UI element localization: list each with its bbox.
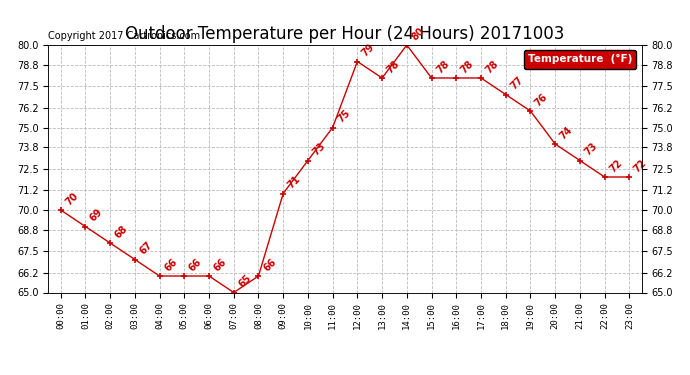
Text: Copyright 2017 Cartronics.com: Copyright 2017 Cartronics.com: [48, 31, 200, 41]
Text: 71: 71: [286, 174, 303, 191]
Text: 77: 77: [509, 75, 525, 92]
Text: 72: 72: [607, 158, 624, 174]
Text: 78: 78: [434, 58, 451, 75]
Text: 73: 73: [582, 141, 600, 158]
Text: 66: 66: [187, 256, 204, 273]
Text: 67: 67: [137, 240, 155, 257]
Text: 73: 73: [310, 141, 327, 158]
Text: 78: 78: [459, 58, 475, 75]
Text: 78: 78: [385, 58, 402, 75]
Text: 66: 66: [212, 256, 228, 273]
Text: 68: 68: [113, 224, 130, 240]
Text: 66: 66: [262, 256, 278, 273]
Text: 76: 76: [533, 92, 550, 108]
Text: 72: 72: [632, 158, 649, 174]
Text: 79: 79: [360, 42, 377, 59]
Text: 66: 66: [162, 256, 179, 273]
Text: 70: 70: [63, 190, 80, 207]
Text: 78: 78: [484, 58, 500, 75]
Text: 80: 80: [410, 26, 426, 42]
Text: 65: 65: [237, 273, 253, 290]
Text: 75: 75: [335, 108, 352, 125]
Legend: Temperature  (°F): Temperature (°F): [524, 50, 636, 69]
Text: 74: 74: [558, 124, 575, 141]
Title: Outdoor Temperature per Hour (24 Hours) 20171003: Outdoor Temperature per Hour (24 Hours) …: [126, 26, 564, 44]
Text: 69: 69: [88, 207, 105, 224]
